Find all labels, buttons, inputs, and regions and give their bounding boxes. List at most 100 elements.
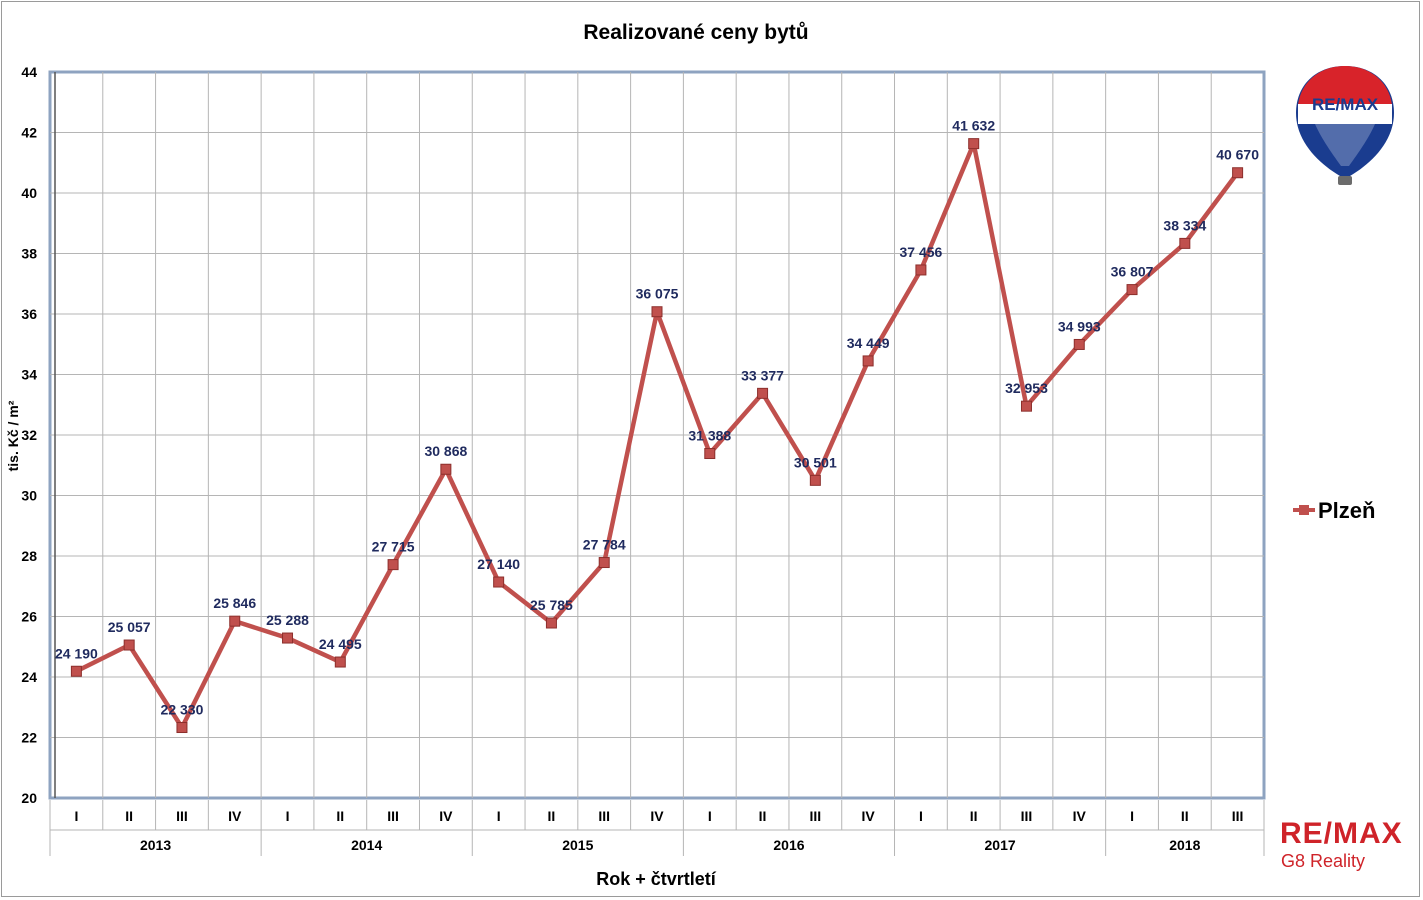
data-label: 38 334 [1163,217,1206,233]
data-label: 31 388 [688,428,731,444]
data-label: 24 495 [319,636,362,652]
legend-square-marker [1299,505,1309,515]
x-tick-label: II [759,808,767,824]
legend: Plzeň [1293,498,1375,523]
data-label: 32 953 [1005,380,1048,396]
data-label: 27 715 [372,539,415,555]
x-year-label: 2018 [1169,837,1200,853]
x-tick-label: I [74,808,78,824]
y-tick-label: 38 [21,246,37,262]
data-label: 30 868 [424,443,467,459]
y-tick-label: 22 [21,730,37,746]
data-point [493,576,505,588]
data-label: 25 846 [213,595,256,611]
x-axis-label: Rok + čtvrtletí [596,869,717,889]
x-tick-label: III [1021,808,1033,824]
x-tick-label: II [1181,808,1189,824]
data-point [334,656,346,668]
data-point [387,559,399,571]
x-tick-label: III [176,808,188,824]
data-label: 27 784 [583,537,626,553]
data-point [704,448,716,460]
data-label: 25 288 [266,612,309,628]
data-label: 25 785 [530,597,573,613]
y-tick-label: 30 [21,488,37,504]
x-tick-label: II [970,808,978,824]
y-tick-label: 36 [21,306,37,322]
data-label: 34 993 [1058,318,1101,334]
y-tick-label: 34 [21,367,37,383]
y-axis-label: tis. Kč / m² [5,400,21,471]
x-tick-label: I [919,808,923,824]
data-label: 36 807 [1111,264,1154,280]
data-label: 36 075 [636,286,679,302]
data-point [545,617,557,629]
x-year-label: 2014 [351,837,382,853]
data-point [440,463,452,475]
data-point [968,138,980,150]
data-point [282,632,294,644]
data-label: 22 330 [161,702,204,718]
data-point [757,387,769,399]
x-tick-label: I [497,808,501,824]
y-tick-label: 44 [21,64,37,80]
data-label: 27 140 [477,556,520,572]
remax-g8-logo: RE/MAX G8 Reality [1280,817,1403,871]
brand-logo-subtitle: G8 Reality [1281,851,1365,871]
x-axis: I II III IV I II III IV I II III IV I II III IV I II III IV… [49,800,1265,856]
data-point [1232,167,1244,179]
y-tick-label: 40 [21,185,37,201]
data-point [598,557,610,569]
data-point [123,639,135,651]
x-tick-label: I [708,808,712,824]
data-point [651,306,663,318]
data-label: 34 449 [847,335,890,351]
x-tick-label: II [548,808,556,824]
data-label: 24 190 [55,645,98,661]
data-point [1179,237,1191,249]
y-axis: 20 22 24 26 28 30 32 34 36 38 40 42 44 [21,64,56,806]
data-point [862,355,874,367]
data-label: 30 501 [794,454,837,470]
data-point [1126,284,1138,296]
legend-label: Plzeň [1318,498,1375,523]
x-tick-label: III [1232,808,1244,824]
data-point [70,665,82,677]
data-label: 37 456 [899,244,942,260]
series-plzen [70,138,1244,734]
grid [50,72,1264,798]
data-point [915,264,927,276]
x-tick-label: IV [228,808,242,824]
data-point [1020,400,1032,412]
x-tick-label: IV [1073,808,1087,824]
y-tick-label: 24 [21,669,37,685]
y-tick-label: 20 [21,790,37,806]
chart-title: Realizované ceny bytů [583,21,808,44]
x-tick-label: III [598,808,610,824]
x-tick-label: III [810,808,822,824]
x-tick-label: III [387,808,399,824]
data-label: 25 057 [108,619,151,635]
data-label: 41 632 [952,118,995,134]
data-point [1073,338,1085,350]
data-point [809,474,821,486]
x-year-label: 2013 [140,837,171,853]
x-tick-label: I [286,808,290,824]
data-point [176,722,188,734]
x-year-label: 2015 [562,837,593,853]
data-labels: 24 190 25 057 22 330 25 846 25 288 24 495 27 7… [55,118,1259,718]
x-tick-label: IV [862,808,876,824]
y-tick-label: 42 [21,125,37,141]
data-label: 33 377 [741,367,784,383]
balloon-logo-text: RE/MAX [1312,95,1379,114]
data-label: 40 670 [1216,147,1259,163]
y-tick-label: 28 [21,548,37,564]
x-tick-label: II [125,808,133,824]
brand-logo-text: RE/MAX [1280,817,1403,850]
remax-balloon-logo: RE/MAX [1296,66,1394,185]
y-tick-label: 32 [21,427,37,443]
x-tick-label: II [336,808,344,824]
data-point [229,615,241,627]
